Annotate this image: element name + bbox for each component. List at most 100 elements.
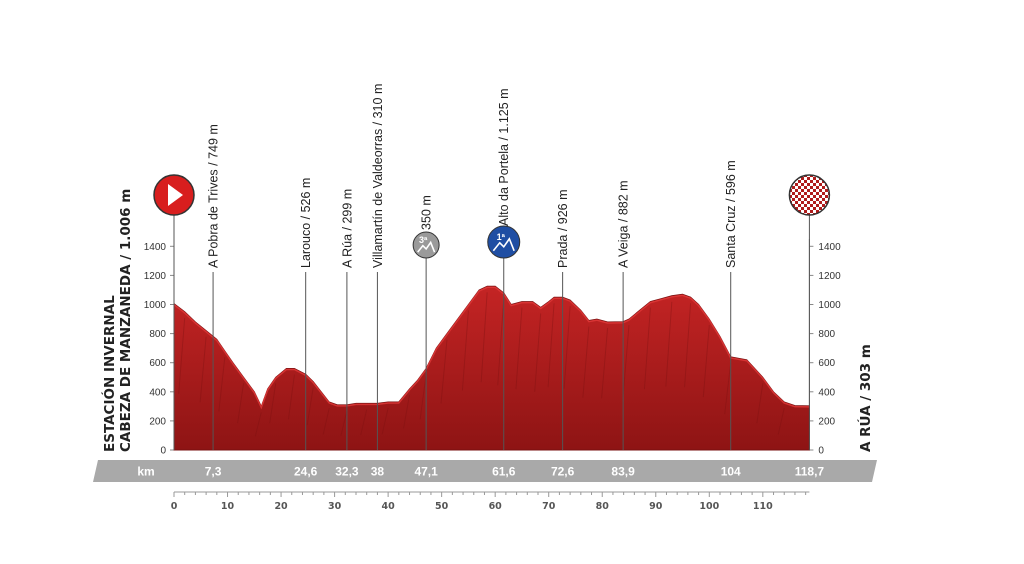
profile-texture-stroke <box>622 325 630 398</box>
climb-category-badge-icon <box>412 231 440 259</box>
waypoint-label: A Pobra de Trives / 749 m <box>207 124 221 268</box>
profile-texture-stroke <box>419 374 427 420</box>
profile-texture-stroke <box>403 394 411 429</box>
y-tick-label-right: 1400 <box>818 242 841 253</box>
x-tick-label: 90 <box>649 501 663 512</box>
profile-texture-stroke <box>777 407 785 435</box>
km-band-value: 72,6 <box>551 465 575 479</box>
profile-texture-stroke <box>306 387 314 426</box>
profile-texture-stroke <box>515 307 523 390</box>
waypoint-label: Prada / 926 m <box>556 189 570 268</box>
profile-texture-stroke <box>582 326 590 398</box>
profile-texture-stroke <box>684 303 692 388</box>
y-tick-label-left: 800 <box>149 329 166 340</box>
km-band-unit-label: km <box>137 465 154 479</box>
waypoint-label: Alto da Portela / 1.125 m <box>497 88 511 226</box>
profile-texture-stroke <box>563 306 571 389</box>
profile-texture-stroke <box>254 412 262 437</box>
profile-layer <box>173 285 810 451</box>
climb-category-text: 3ª <box>419 235 428 245</box>
start-altitude-label: CABEZA DE MANZANEDA / 1.006 m <box>118 189 134 452</box>
profile-texture-stroke <box>724 362 732 415</box>
waypoint-label: Larouco / 526 m <box>299 178 313 268</box>
profile-texture-stroke <box>480 292 488 383</box>
y-tick-label-left: 400 <box>149 387 166 398</box>
profile-texture-stroke <box>534 313 542 392</box>
y-tick-label-right: 200 <box>818 416 835 427</box>
km-band-value: 61,6 <box>492 465 516 479</box>
y-tick-label-left: 1000 <box>144 300 167 311</box>
x-tick-label: 60 <box>489 501 503 512</box>
km-band-value: 47,1 <box>414 465 438 479</box>
profile-texture-stroke <box>381 407 389 435</box>
finish-location-label: A RÚA / 303 m <box>856 344 874 452</box>
profile-texture-stroke <box>178 317 186 394</box>
y-tick-label-left: 200 <box>149 416 166 427</box>
x-tick-label: 0 <box>171 501 178 512</box>
x-tick-label: 20 <box>274 501 288 512</box>
profile-texture-stroke <box>440 339 448 404</box>
waypoint-label: Villamartín de Valdeorras / 310 m <box>371 84 385 268</box>
waypoint-label: A Rúa / 299 m <box>340 189 354 268</box>
km-band-value: 24,6 <box>294 465 318 479</box>
x-tick-label: 30 <box>328 501 342 512</box>
waypoint-label: 350 m <box>420 195 434 230</box>
profile-texture-stroke <box>199 336 207 403</box>
x-tick-label: 80 <box>596 501 610 512</box>
x-tick-label: 10 <box>221 501 235 512</box>
profile-texture-stroke <box>287 374 295 420</box>
profile-texture-stroke <box>665 301 673 387</box>
profile-texture-stroke <box>601 327 609 399</box>
profile-texture-stroke <box>547 303 555 388</box>
x-tick-label: 100 <box>699 501 719 512</box>
profile-texture-stroke <box>269 383 277 424</box>
y-tick-label-left: 1400 <box>144 242 167 253</box>
endpoints-layer: ESTACIÓN INVERNAL CABEZA DE MANZANEDA / 1… <box>100 174 874 452</box>
profile-texture-stroke <box>461 310 469 391</box>
elevation-profile-ridge <box>173 286 810 410</box>
profile-texture-stroke <box>322 407 330 435</box>
x-tick-label: 50 <box>435 501 449 512</box>
km-band-layer: km 7,3 24,6 32,3 38 47,1 61,6 72,6 83,9 104 118,7 0… <box>93 460 877 512</box>
y-tick-label-right: 1200 <box>818 271 841 282</box>
y-tick-label-right: 400 <box>818 387 835 398</box>
climb-category-badge-icon <box>487 225 521 259</box>
y-tick-label-right: 800 <box>818 329 835 340</box>
profile-texture-stroke <box>643 307 651 390</box>
km-band <box>93 460 877 482</box>
y-tick-label-right: 1000 <box>818 300 841 311</box>
y-tick-label-right: 600 <box>818 358 835 369</box>
start-location-label: ESTACIÓN INVERNAL <box>100 295 118 452</box>
finish-flag-icon <box>788 174 831 216</box>
profile-texture-stroke <box>218 357 226 412</box>
km-band-value: 104 <box>721 465 741 479</box>
x-tick-label: 70 <box>542 501 556 512</box>
y-tick-label-right: 0 <box>818 446 824 457</box>
km-band-value: 118,7 <box>795 465 825 479</box>
mountain-glyph-icon <box>492 237 515 252</box>
y-tick-label-left: 1200 <box>144 271 167 282</box>
km-band-value: 7,3 <box>205 465 222 479</box>
start-play-triangle <box>168 184 183 206</box>
profile-texture-stroke <box>237 383 245 424</box>
profile-texture-stroke <box>497 298 505 386</box>
km-band-value: 32,3 <box>335 465 359 479</box>
profile-texture-stroke <box>360 409 368 436</box>
axes-layer: 0 0 200 200 400 400 600 600 800 800 1000 1000 1200 12… <box>144 239 841 457</box>
climb-category-text: 1ª <box>497 232 506 242</box>
x-tick-label: 110 <box>753 501 773 512</box>
y-tick-label-left: 600 <box>149 358 166 369</box>
waypoint-label: A Veiga / 882 m <box>617 180 631 268</box>
profile-texture-stroke <box>756 383 764 424</box>
km-band-value: 38 <box>371 465 385 479</box>
km-band-value: 83,9 <box>611 465 635 479</box>
waypoints-layer: A Pobra de Trives / 749 m Larouco / 526 m… <box>207 84 738 450</box>
mountain-glyph-icon <box>417 240 436 253</box>
profile-texture-stroke <box>702 325 710 398</box>
profile-texture-stroke <box>340 410 348 436</box>
elevation-profile-area <box>173 285 810 451</box>
x-tick-label: 40 <box>382 501 396 512</box>
waypoint-label: Santa Cruz / 596 m <box>724 160 738 268</box>
y-tick-label-left: 0 <box>160 446 166 457</box>
